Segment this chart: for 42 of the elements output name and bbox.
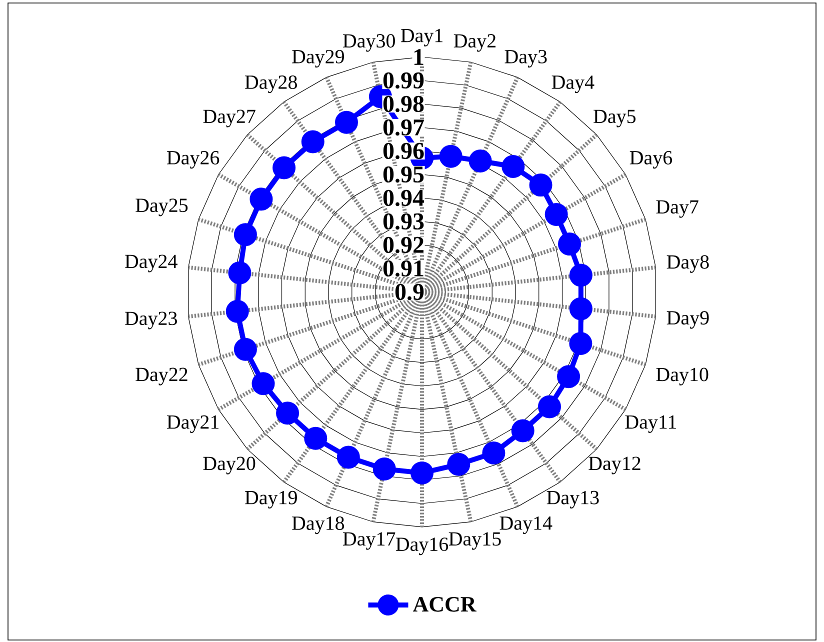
spoke-label: Day12	[588, 456, 640, 474]
y-tick-label: 0.91	[383, 260, 424, 277]
y-tick-label: 0.97	[383, 119, 424, 136]
spoke-label: Day8	[666, 255, 709, 273]
spoke-label: Day25	[136, 198, 188, 216]
spoke-label: Day9	[666, 311, 709, 329]
y-tick-label: 0.95	[383, 166, 424, 183]
spoke-label: Day26	[166, 151, 220, 169]
spoke-label: Day4	[552, 76, 594, 94]
spoke-label: Day21	[166, 415, 219, 433]
y-tick-label: 0.93	[383, 213, 424, 230]
spoke-label: Day2	[454, 34, 496, 52]
spoke-label: Day3	[504, 50, 547, 68]
spoke-label: Day23	[125, 312, 177, 330]
spoke-label: Day28	[245, 75, 297, 94]
spoke-label: Day13	[546, 490, 599, 508]
y-tick-label: 1	[414, 49, 424, 65]
spoke-label: Day19	[245, 490, 297, 508]
spoke-label: Day17	[342, 532, 396, 550]
spoke-label: Day15	[448, 532, 501, 550]
y-tick-label: 0.92	[383, 236, 424, 254]
spoke-label: Day27	[203, 110, 256, 128]
spoke-label: Day6	[630, 151, 672, 169]
spoke-label: Day30	[342, 34, 395, 52]
spoke-label: Day10	[656, 368, 708, 386]
spoke-label: Day29	[292, 50, 344, 68]
y-tick-label: 0.96	[383, 142, 424, 160]
spoke-label: Day24	[125, 254, 178, 272]
spoke-label: Day22	[136, 368, 188, 386]
y-tick-label: 0.94	[383, 190, 424, 206]
spoke-label: Day14	[500, 516, 552, 534]
spoke-label: Day11	[625, 415, 676, 433]
legend-label: ACCR	[412, 596, 476, 612]
spoke-label: Day18	[292, 516, 344, 534]
spoke-label: Day20	[203, 456, 256, 474]
spoke-label: Day16	[396, 538, 448, 556]
spoke-label: Day1	[400, 28, 442, 46]
y-tick-label: 0.99	[383, 72, 424, 89]
y-tick-label: 0.9	[395, 284, 424, 300]
y-tick-label: 0.98	[383, 96, 424, 112]
spoke-label: Day5	[594, 110, 636, 128]
spoke-label: Day7	[656, 200, 698, 218]
